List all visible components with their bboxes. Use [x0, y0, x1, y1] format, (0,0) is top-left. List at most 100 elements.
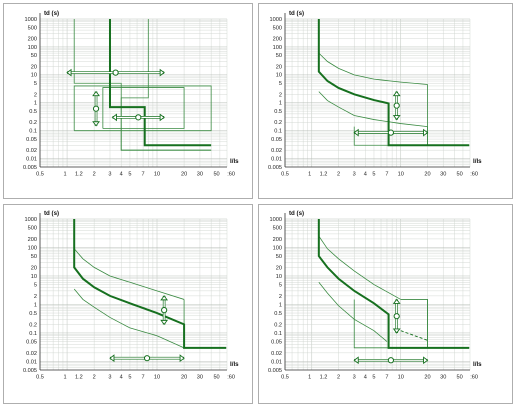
y-axis-title: td (s): [289, 210, 304, 217]
arrow-head: [179, 354, 185, 363]
y-tick-label: 0.01: [271, 156, 282, 162]
y-tick-label: 0.1: [274, 331, 282, 337]
arrow-head: [353, 128, 359, 137]
x-tick-label: 3: [108, 172, 111, 178]
y-tick-label: 1000: [25, 17, 37, 23]
y-tick-label: 0.1: [29, 129, 37, 135]
y-tick-label: 0.01: [26, 359, 37, 365]
adjust-knob: [92, 105, 100, 112]
arrow-head: [92, 90, 100, 97]
x-tick-label: 1: [308, 172, 311, 178]
adjust-knob: [135, 114, 142, 121]
lower-envelope: [73, 288, 185, 349]
y-tick-label: 500: [28, 225, 37, 231]
x-tick-label: 1: [63, 375, 66, 381]
y-tick-label: 1: [279, 101, 282, 107]
y-tick-label: 200: [28, 237, 37, 243]
x-tick-label: 3: [353, 375, 356, 381]
y-tick-label: 2: [34, 92, 37, 98]
x-tick-label: 2: [337, 375, 340, 381]
y-tick-label: 0.1: [29, 331, 37, 337]
y-tick-label: 1: [279, 302, 282, 308]
trip-curve: [73, 219, 227, 349]
x-tick-label: :60: [227, 375, 235, 381]
x-tick-label: 10: [398, 375, 404, 381]
y-tick-label: 0.2: [29, 120, 37, 126]
adjust-knob: [393, 102, 400, 109]
y-tick-label: 1: [34, 101, 37, 107]
y-tick-label: 10: [31, 73, 37, 79]
y-tick-label: 1: [34, 302, 37, 308]
adjust-knob: [143, 355, 151, 362]
arrow-head: [111, 113, 117, 122]
y-tick-label: 10: [31, 274, 37, 280]
y-tick-label: 0.05: [271, 339, 282, 345]
y-tick-label: 100: [28, 45, 37, 51]
lower-envelope: [318, 282, 388, 342]
x-tick-label: 20: [424, 375, 430, 381]
x-tick-label: 1: [63, 172, 66, 178]
y-tick-label: 500: [273, 25, 282, 31]
panel-frame: [3, 3, 253, 199]
y-tick-label: 0.02: [26, 351, 37, 357]
x-tick-label: 50: [213, 172, 219, 178]
x-tick-label: 7: [385, 172, 388, 178]
y-tick-label: 0.05: [271, 137, 282, 143]
chart-1: 1000 500 200 100 50 20 10 5 2 1 0.5 0.2 0.1 0.05 0.02 0…: [23, 10, 239, 178]
x-tick-label: 7: [385, 375, 388, 381]
x-tick-label: 2: [93, 375, 96, 381]
x-tick-label: 4: [120, 172, 123, 178]
panel-frame: [258, 3, 513, 199]
arrow-head: [66, 68, 72, 77]
y-tick-label: 1000: [25, 217, 37, 223]
y-tick-label: 2: [279, 92, 282, 98]
upper-envelope: [73, 248, 185, 300]
arrow-head: [92, 121, 100, 127]
x-tick-label: 20: [181, 375, 187, 381]
x-tick-label: :60: [470, 172, 478, 178]
x-tick-label: 20: [424, 172, 430, 178]
chart-2: 1000 500 200 100 50 20 10 5 2 1 0.5 0.2 0.1 0.05 0.02 0…: [268, 10, 482, 178]
arrow-head: [353, 356, 359, 365]
y-tick-label: 10: [276, 73, 282, 79]
x-axis-title: I/Is: [230, 158, 239, 165]
x-tick-label: 5: [128, 172, 131, 178]
y-tick-label: 0.02: [271, 351, 282, 357]
x-tick-label: 4: [364, 375, 367, 381]
arrow-head: [392, 90, 401, 97]
y-tick-label: 20: [31, 64, 37, 70]
adjust-knob: [387, 357, 394, 364]
y-tick-label: 50: [31, 53, 37, 59]
grid: [39, 218, 228, 371]
x-tick-label: 50: [457, 172, 463, 178]
chart-4: 1000 500 200 100 50 20 10 5 2 1 0.5 0.2 0.1 0.05 0.02 0…: [268, 210, 482, 381]
arrow-head: [392, 298, 401, 304]
y-tick-label: 0.005: [268, 165, 282, 171]
tolerance-envelope: [73, 85, 212, 132]
arrow-head: [392, 328, 401, 334]
x-tick-label: 30: [440, 375, 446, 381]
y-axis-title: td (s): [44, 10, 59, 17]
x-axis-title: I/Is: [473, 361, 482, 368]
x-tick-label: 0.5: [281, 172, 289, 178]
adjust-knob: [387, 129, 394, 136]
x-tick-label: 0.5: [36, 375, 44, 381]
y-tick-label: 0.05: [26, 137, 37, 143]
y-tick-label: 500: [28, 25, 37, 31]
y-tick-label: 10: [276, 274, 282, 280]
y-axis-title: td (s): [44, 210, 59, 217]
x-tick-label: 1: [308, 375, 311, 381]
y-tick-label: 5: [279, 282, 282, 288]
arrow-head: [159, 113, 165, 122]
x-tick-label: 30: [440, 172, 446, 178]
y-tick-label: 0.5: [274, 109, 282, 115]
y-tick-label: 0.5: [29, 311, 37, 317]
x-tick-label: 4: [364, 172, 367, 178]
y-tick-label: 500: [273, 225, 282, 231]
x-tick-label: 3: [108, 375, 111, 381]
x-tick-label: 10: [154, 172, 160, 178]
x-tick-label: :60: [470, 375, 478, 381]
y-tick-label: 0.01: [271, 359, 282, 365]
x-tick-label: 30: [197, 172, 203, 178]
x-tick-label: 1.2: [75, 172, 83, 178]
